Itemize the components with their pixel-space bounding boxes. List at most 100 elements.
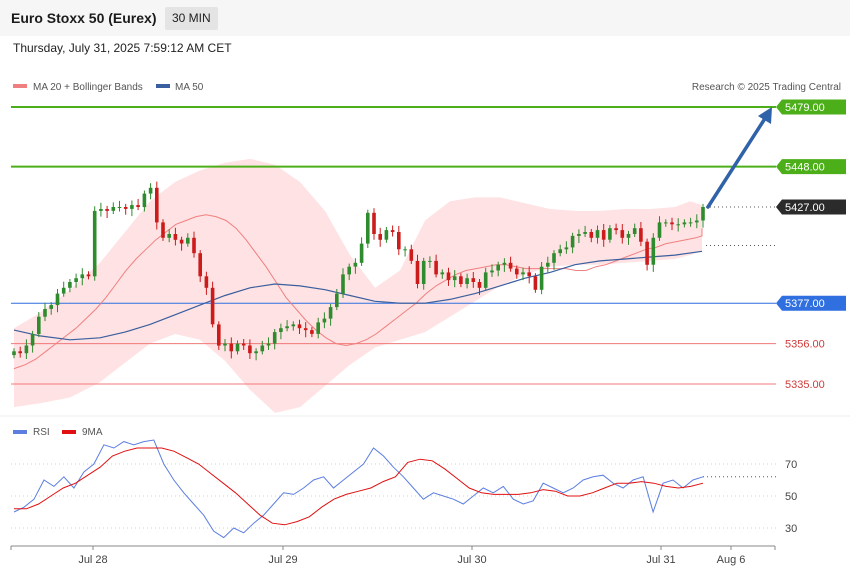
candle xyxy=(328,304,333,326)
candle-body xyxy=(142,193,147,208)
candle-body xyxy=(37,316,41,334)
candle-body xyxy=(179,239,184,244)
candle-body xyxy=(384,230,389,240)
candle xyxy=(366,209,370,248)
candle xyxy=(161,219,165,241)
level-label: 5377.00 xyxy=(785,298,825,310)
candle xyxy=(167,229,171,243)
rsi-legend: RSI 9MA xyxy=(13,427,103,438)
candle-body xyxy=(328,307,333,319)
candle xyxy=(186,233,190,247)
candle-body xyxy=(546,262,550,267)
candle xyxy=(608,225,612,243)
candle xyxy=(123,203,128,215)
candle xyxy=(521,267,525,281)
candle-body xyxy=(645,241,649,265)
candle xyxy=(279,323,283,340)
candle xyxy=(229,337,234,359)
candle-body xyxy=(664,222,668,224)
candle-body xyxy=(223,343,227,346)
candle xyxy=(515,265,519,279)
candle-body xyxy=(117,207,122,208)
candle xyxy=(570,232,575,254)
candle xyxy=(142,190,147,212)
candle xyxy=(117,200,122,212)
candle-body xyxy=(682,222,687,225)
candle-body xyxy=(186,237,190,244)
candle-body xyxy=(24,345,29,354)
candle-body xyxy=(204,276,209,288)
candle xyxy=(92,206,97,281)
candle xyxy=(179,236,184,251)
rsi-line xyxy=(13,439,704,539)
candle xyxy=(465,273,469,289)
rsi-legend-swatch xyxy=(13,430,27,434)
candle-body xyxy=(539,266,544,290)
candle xyxy=(676,218,680,232)
candle xyxy=(651,233,656,272)
candle-body xyxy=(465,278,469,284)
candle-body xyxy=(192,237,196,254)
candle-body xyxy=(483,272,488,288)
candle xyxy=(577,229,581,243)
candle xyxy=(459,273,463,288)
timeframe-badge[interactable]: 30 MIN xyxy=(165,7,218,30)
candle xyxy=(297,319,302,334)
candle xyxy=(173,227,178,246)
candle-body xyxy=(248,345,252,354)
ma50-legend-label: MA 50 xyxy=(175,82,204,93)
candle-body xyxy=(490,270,494,273)
candle xyxy=(86,271,91,280)
candle xyxy=(384,227,389,243)
candle xyxy=(55,289,60,313)
candle xyxy=(99,202,103,217)
ma20-line xyxy=(13,214,703,370)
candle-body xyxy=(241,343,246,346)
instrument-title: Euro Stoxx 50 (Eurex) xyxy=(11,10,157,26)
candle xyxy=(285,320,289,332)
candle xyxy=(639,222,643,247)
x-label-Jul 29: Jul 29 xyxy=(268,554,297,566)
candle-body xyxy=(533,276,538,290)
candle-body xyxy=(297,324,302,329)
candle-body xyxy=(279,328,283,332)
candle xyxy=(695,214,699,229)
candle-body xyxy=(502,262,507,265)
candle-body xyxy=(18,351,22,354)
candle xyxy=(74,273,78,288)
candle xyxy=(24,339,29,359)
candle-body xyxy=(155,187,159,223)
rsi-panel: 70 50 30 xyxy=(11,439,797,539)
candle-body xyxy=(303,328,308,331)
level-lines xyxy=(11,106,776,385)
candle xyxy=(701,203,705,228)
rsi-ma-legend-swatch xyxy=(62,430,76,434)
candle xyxy=(682,219,687,228)
candle-body xyxy=(695,220,699,223)
level-tag-bg xyxy=(776,199,846,215)
candle-body xyxy=(657,222,662,238)
candle xyxy=(496,261,500,277)
candle xyxy=(558,244,562,257)
level-label: 5356.00 xyxy=(785,339,825,351)
candle xyxy=(546,256,550,273)
bollinger-band xyxy=(14,158,702,413)
candle xyxy=(335,289,339,311)
candle-body xyxy=(266,343,271,346)
candle-body xyxy=(372,212,376,234)
candle-body xyxy=(92,210,97,277)
rsi-tick-70: 70 xyxy=(785,459,797,471)
candle-body xyxy=(335,293,339,308)
level-tag-5479.00: 5479.00 xyxy=(776,99,846,115)
ma20-legend-swatch xyxy=(13,84,27,88)
candle xyxy=(30,330,35,353)
candle xyxy=(632,223,637,237)
candle xyxy=(657,216,662,241)
candle xyxy=(347,263,351,281)
candle xyxy=(61,281,66,297)
candle xyxy=(272,329,277,350)
candle-body xyxy=(701,207,705,221)
candle xyxy=(310,327,314,338)
price-legend: MA 20 + Bollinger Bands MA 50 Research ©… xyxy=(13,82,841,93)
